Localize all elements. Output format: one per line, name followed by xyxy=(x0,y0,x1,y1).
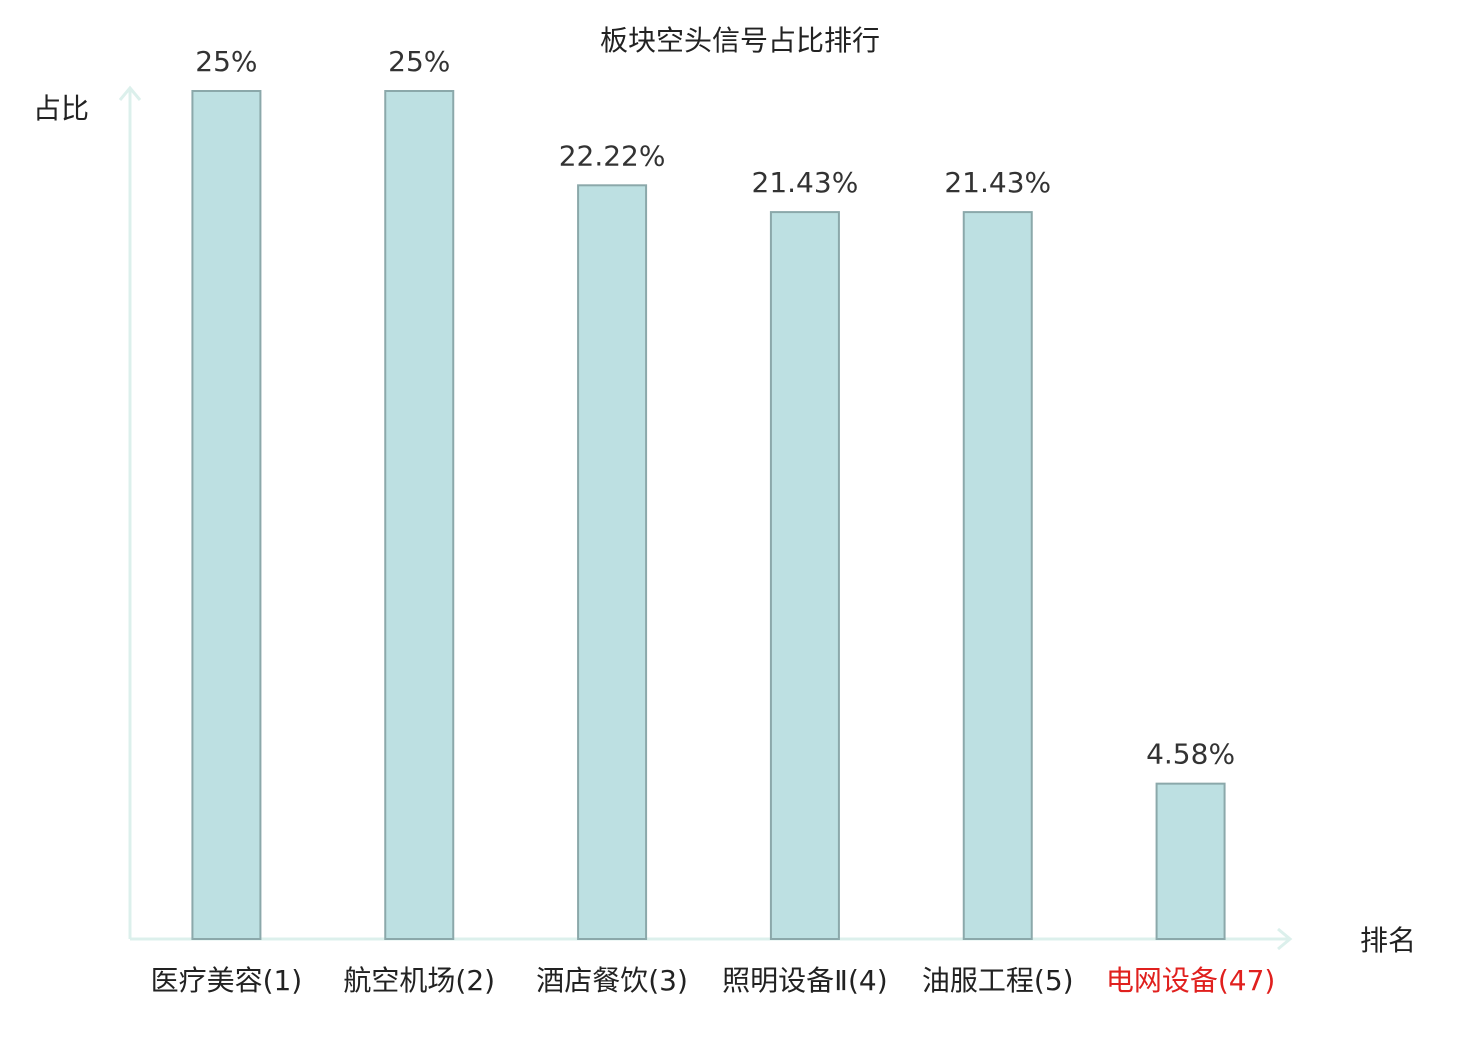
value-label: 4.58% xyxy=(1146,738,1235,771)
x-axis-arrow xyxy=(1277,927,1293,951)
x-tick-label: 航空机场(2) xyxy=(343,964,496,997)
y-axis-label: 占比 xyxy=(33,92,89,125)
value-label: 21.43% xyxy=(752,166,859,199)
value-label: 22.22% xyxy=(559,139,666,172)
bar xyxy=(1155,782,1226,941)
x-tick-label: 油服工程(5) xyxy=(921,964,1074,997)
value-label: 25% xyxy=(388,45,450,78)
value-label: 21.43% xyxy=(944,166,1051,199)
x-tick-label: 酒店餐饮(3) xyxy=(536,964,688,997)
bar xyxy=(384,90,455,940)
x-tick-label: 照明设备Ⅱ(4) xyxy=(722,964,888,997)
x-axis-label: 排名 xyxy=(1360,924,1416,957)
x-tick-label: 电网设备(47) xyxy=(1105,964,1276,997)
y-axis-arrow xyxy=(118,85,142,101)
bar xyxy=(191,90,262,940)
bar xyxy=(962,211,1033,940)
bar xyxy=(769,211,840,940)
value-label: 25% xyxy=(195,45,257,78)
x-tick-label: 医疗美容(1) xyxy=(150,964,303,997)
chart-title: 板块空头信号占比排行 xyxy=(600,24,880,57)
bar xyxy=(577,184,648,940)
